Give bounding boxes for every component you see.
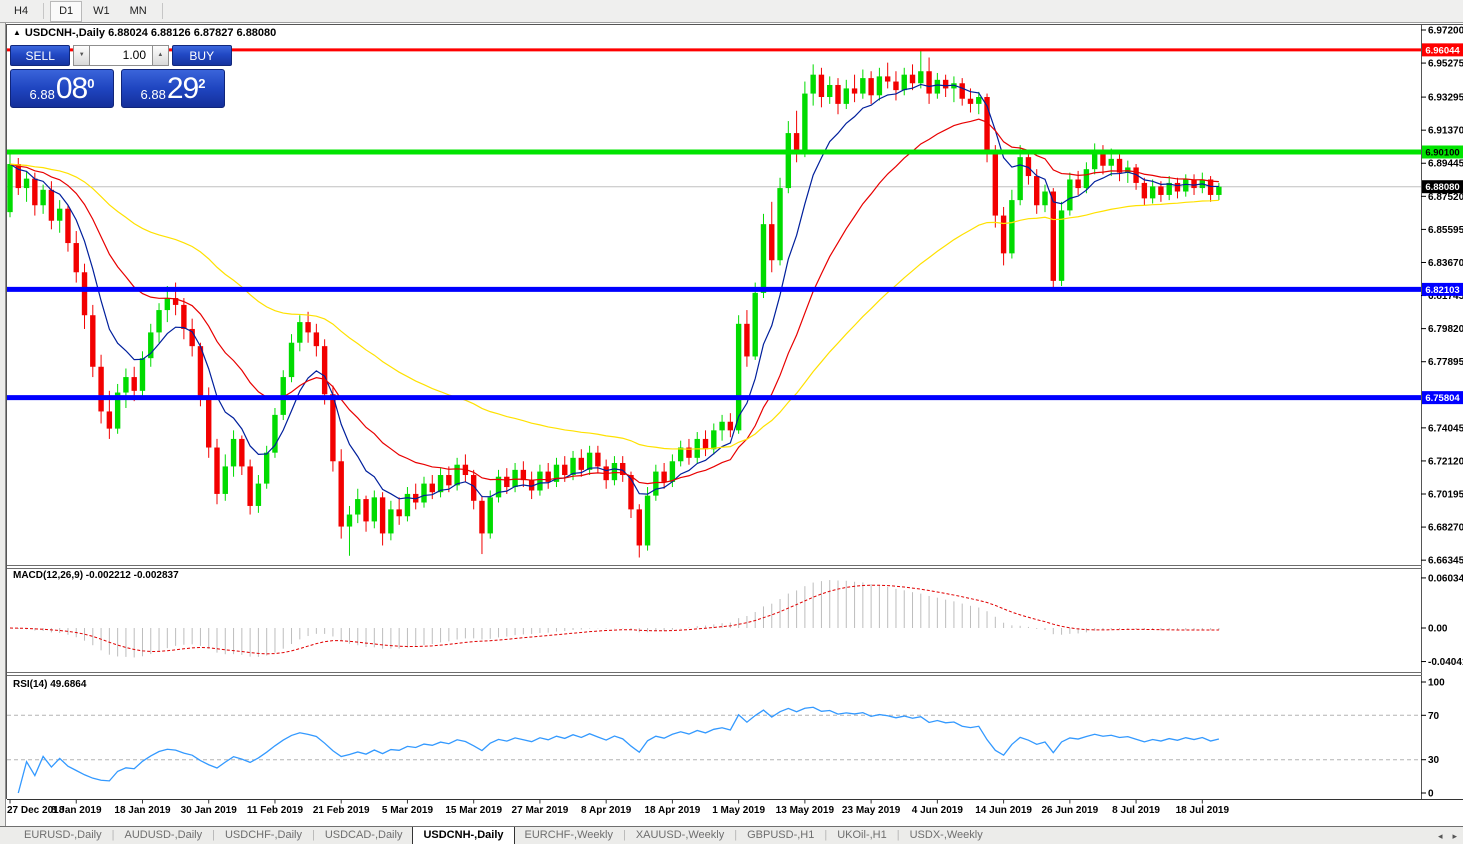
period-button-h4[interactable]: H4 bbox=[5, 1, 37, 22]
tab-scroll-arrows: ◂ ▸ bbox=[1438, 827, 1457, 845]
collapse-triangle-icon[interactable]: ▲ bbox=[13, 28, 21, 37]
ma-line-period-55 bbox=[10, 164, 1219, 449]
rsi-line bbox=[18, 707, 1219, 793]
macd-panel bbox=[10, 580, 1219, 657]
sell-price-sup: 0 bbox=[87, 77, 94, 90]
toolbar-separator bbox=[162, 3, 163, 19]
svg-text:1 May 2019: 1 May 2019 bbox=[712, 805, 765, 816]
quantity-input[interactable] bbox=[90, 45, 152, 66]
svg-text:0.060342: 0.060342 bbox=[1428, 573, 1463, 584]
svg-text:70: 70 bbox=[1428, 711, 1440, 722]
bottom-tab-gbpusd-h1[interactable]: GBPUSD-,H1 bbox=[737, 827, 824, 844]
svg-text:13 May 2019: 13 May 2019 bbox=[776, 805, 835, 816]
svg-text:6.88080: 6.88080 bbox=[1425, 182, 1459, 193]
ma-line-period-21 bbox=[10, 119, 1219, 483]
svg-text:27 Mar 2019: 27 Mar 2019 bbox=[512, 805, 569, 816]
svg-text:18 Jan 2019: 18 Jan 2019 bbox=[114, 805, 171, 816]
svg-text:0: 0 bbox=[1428, 789, 1434, 800]
macd-signal-line bbox=[10, 585, 1219, 654]
svg-text:18 Apr 2019: 18 Apr 2019 bbox=[645, 805, 701, 816]
svg-text:8 Apr 2019: 8 Apr 2019 bbox=[581, 805, 632, 816]
macd-indicator-label: MACD(12,26,9) -0.002212 -0.002837 bbox=[13, 570, 179, 581]
tab-scroll-right-icon[interactable]: ▸ bbox=[1452, 831, 1457, 842]
svg-text:5 Mar 2019: 5 Mar 2019 bbox=[382, 805, 434, 816]
svg-text:14 Jun 2019: 14 Jun 2019 bbox=[975, 805, 1032, 816]
svg-text:6.72120: 6.72120 bbox=[1428, 456, 1463, 467]
svg-text:8 Jan 2019: 8 Jan 2019 bbox=[51, 805, 102, 816]
one-click-trading-widget: SELL ▼ ▲ BUY 6.88 08 0 6.88 29 2 bbox=[10, 45, 232, 108]
buy-button[interactable]: BUY bbox=[172, 45, 232, 66]
period-button-mn[interactable]: MN bbox=[121, 1, 156, 22]
bottom-tab-usdcad-daily[interactable]: USDCAD-,Daily bbox=[315, 827, 413, 844]
bottom-tab-audusd-daily[interactable]: AUDUSD-,Daily bbox=[114, 827, 212, 844]
rsi-panel bbox=[7, 707, 1421, 793]
svg-text:6.70195: 6.70195 bbox=[1428, 490, 1463, 501]
svg-text:6.85595: 6.85595 bbox=[1428, 225, 1463, 236]
tab-scroll-left-icon[interactable]: ◂ bbox=[1438, 831, 1443, 842]
svg-text:6.74045: 6.74045 bbox=[1428, 423, 1463, 434]
bottom-tab-eurchf-weekly[interactable]: EURCHF-,Weekly bbox=[515, 827, 623, 844]
svg-text:30 Jan 2019: 30 Jan 2019 bbox=[181, 805, 238, 816]
svg-text:30: 30 bbox=[1428, 755, 1440, 766]
sell-button[interactable]: SELL bbox=[10, 45, 70, 66]
svg-text:6.97200: 6.97200 bbox=[1428, 26, 1463, 37]
bottom-tab-usdcnh-daily[interactable]: USDCNH-,Daily bbox=[412, 827, 514, 844]
svg-text:6.93295: 6.93295 bbox=[1428, 93, 1463, 104]
sell-price-prefix: 6.88 bbox=[30, 85, 55, 104]
svg-text:4 Jun 2019: 4 Jun 2019 bbox=[912, 805, 964, 816]
buy-price-panel[interactable]: 6.88 29 2 bbox=[121, 69, 225, 108]
svg-text:6.89445: 6.89445 bbox=[1428, 159, 1463, 170]
svg-text:6.83670: 6.83670 bbox=[1428, 258, 1463, 269]
svg-text:15 Mar 2019: 15 Mar 2019 bbox=[445, 805, 502, 816]
buy-price-prefix: 6.88 bbox=[141, 85, 166, 104]
bottom-tab-xauusd-weekly[interactable]: XAUUSD-,Weekly bbox=[626, 827, 734, 844]
buy-price-big: 29 bbox=[167, 74, 198, 104]
svg-text:6.82103: 6.82103 bbox=[1425, 285, 1459, 296]
buy-price-sup: 2 bbox=[198, 77, 205, 90]
svg-text:6.77895: 6.77895 bbox=[1428, 357, 1463, 368]
chart-canvas[interactable]: 6.97200 6.95275 6.93295 6.91370 6.89445 6.875… bbox=[0, 23, 1463, 826]
toolbar-separator bbox=[43, 3, 44, 19]
svg-text:26 Jun 2019: 26 Jun 2019 bbox=[1041, 805, 1098, 816]
svg-text:100: 100 bbox=[1428, 678, 1445, 689]
svg-text:0.00: 0.00 bbox=[1428, 624, 1448, 635]
svg-text:6.95275: 6.95275 bbox=[1428, 59, 1463, 70]
period-button-w1[interactable]: W1 bbox=[84, 1, 119, 22]
svg-text:23 May 2019: 23 May 2019 bbox=[842, 805, 901, 816]
sell-price-panel[interactable]: 6.88 08 0 bbox=[10, 69, 114, 108]
svg-text:6.75804: 6.75804 bbox=[1425, 393, 1460, 404]
symbol-tab-bar: ◂ ▸ EURUSD-,Daily|AUDUSD-,Daily|USDCHF-,… bbox=[0, 826, 1463, 844]
svg-text:6.68270: 6.68270 bbox=[1428, 523, 1463, 534]
svg-text:21 Feb 2019: 21 Feb 2019 bbox=[313, 805, 370, 816]
chart-ohlc-values: 6.88024 6.88126 6.87827 6.88080 bbox=[108, 27, 276, 39]
bottom-tab-eurusd-daily[interactable]: EURUSD-,Daily bbox=[14, 827, 112, 844]
svg-text:-0.040415: -0.040415 bbox=[1428, 657, 1463, 668]
chart-title: ▲ USDCNH-,Daily 6.88024 6.88126 6.87827 6… bbox=[13, 27, 276, 39]
window-left-frame bbox=[0, 23, 6, 826]
svg-text:6.87520: 6.87520 bbox=[1428, 192, 1463, 203]
sell-price-big: 08 bbox=[56, 74, 87, 104]
svg-text:8 Jul 2019: 8 Jul 2019 bbox=[1112, 805, 1160, 816]
bottom-tab-usdx-weekly[interactable]: USDX-,Weekly bbox=[900, 827, 993, 844]
svg-text:11 Feb 2019: 11 Feb 2019 bbox=[247, 805, 304, 816]
svg-text:18 Jul 2019: 18 Jul 2019 bbox=[1176, 805, 1230, 816]
svg-text:6.91370: 6.91370 bbox=[1428, 126, 1463, 137]
period-button-d1[interactable]: D1 bbox=[50, 1, 82, 22]
quantity-decrease-button[interactable]: ▼ bbox=[73, 45, 90, 66]
svg-text:6.66345: 6.66345 bbox=[1428, 556, 1463, 567]
bottom-tab-usdchf-daily[interactable]: USDCHF-,Daily bbox=[215, 827, 312, 844]
bottom-tab-ukoil-h1[interactable]: UKOil-,H1 bbox=[827, 827, 897, 844]
svg-text:6.96044: 6.96044 bbox=[1425, 45, 1460, 56]
chart-window: 6.97200 6.95275 6.93295 6.91370 6.89445 6.875… bbox=[0, 23, 1463, 826]
rsi-indicator-label: RSI(14) 49.6864 bbox=[13, 679, 86, 690]
svg-text:6.79820: 6.79820 bbox=[1428, 324, 1463, 335]
quantity-increase-button[interactable]: ▲ bbox=[152, 45, 169, 66]
svg-text:6.90100: 6.90100 bbox=[1425, 147, 1459, 158]
chart-symbol-period: USDCNH-,Daily bbox=[25, 27, 105, 39]
